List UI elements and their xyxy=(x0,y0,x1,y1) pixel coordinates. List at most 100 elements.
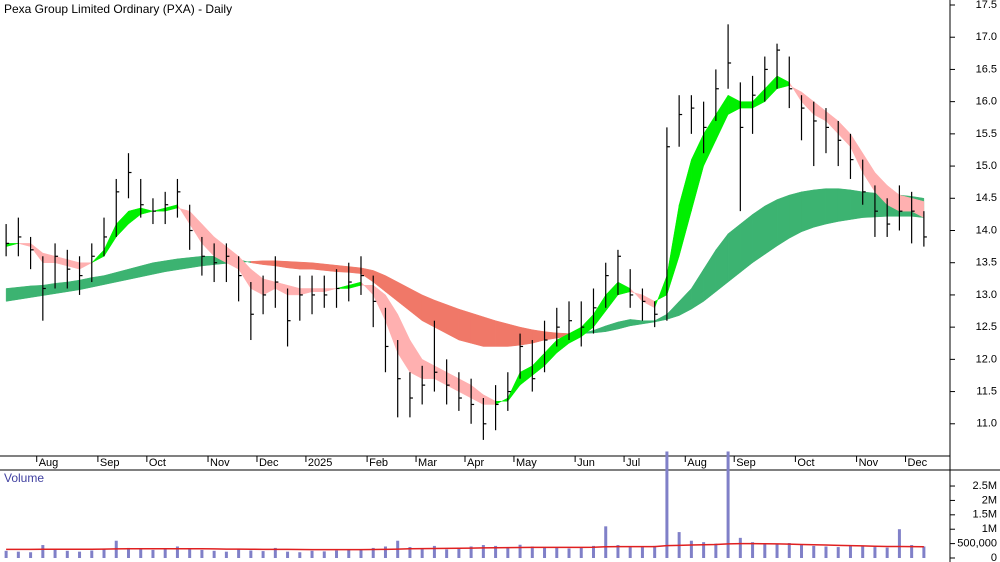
volume-bar xyxy=(763,543,767,558)
ribbon-segment xyxy=(18,285,31,300)
volume-bar xyxy=(347,549,351,558)
y-tick-label: 15.0 xyxy=(976,160,997,172)
volume-bar xyxy=(224,551,228,558)
volume-bar xyxy=(751,542,755,558)
chart-title: Pexa Group Limited Ordinary (PXA) - Dail… xyxy=(4,2,232,16)
volume-bar xyxy=(261,551,265,558)
ribbon-segment xyxy=(789,81,802,103)
y-tick-label: 0 xyxy=(991,552,997,562)
y-tick-label: 11.5 xyxy=(976,385,997,397)
volume-bar xyxy=(518,544,522,558)
volume-title: Volume xyxy=(4,471,44,485)
volume-bar xyxy=(237,549,241,558)
ribbon-segment xyxy=(654,275,668,308)
ribbon-segment xyxy=(397,281,411,312)
ribbon-segment xyxy=(703,248,717,302)
ribbon-segment xyxy=(372,284,386,321)
ribbon-segment xyxy=(813,101,827,122)
volume-bar xyxy=(4,550,8,558)
volume-average xyxy=(6,542,924,551)
ribbon-segment xyxy=(789,191,802,239)
volume-bar xyxy=(188,549,192,558)
ribbon-segment xyxy=(177,257,190,271)
volume-bar xyxy=(408,547,412,558)
ribbon-segment xyxy=(67,259,80,270)
volume-bar xyxy=(90,550,94,558)
ribbon-segment xyxy=(177,203,190,225)
ribbon-segment xyxy=(507,323,521,347)
y-tick-label: 16.0 xyxy=(976,96,997,108)
volume-bar xyxy=(873,547,877,558)
ribbon-segment xyxy=(360,281,374,296)
ribbon-segment xyxy=(825,110,839,135)
ribbon-segment xyxy=(116,210,129,238)
ribbon-segment xyxy=(764,75,778,103)
volume-bar xyxy=(126,547,130,558)
volume-bar xyxy=(102,549,106,558)
ribbon-segment xyxy=(458,308,472,344)
ribbon-segment xyxy=(128,207,141,225)
volume-bar xyxy=(885,547,889,558)
ribbon-segment xyxy=(642,320,655,325)
volume-bar xyxy=(359,549,363,558)
ribbon-segment xyxy=(324,263,337,273)
ribbon-segment xyxy=(67,279,80,292)
volume-bar xyxy=(665,451,669,558)
ribbon-segment xyxy=(801,91,814,116)
ribbon-segment xyxy=(740,101,753,109)
volume-bar xyxy=(457,547,461,558)
volume-bar xyxy=(53,549,57,558)
x-tick-label: Dec xyxy=(259,457,279,469)
volume-bar xyxy=(567,548,571,558)
x-tick-label: Jul xyxy=(626,457,640,469)
volume-bar xyxy=(175,546,179,558)
volume-bar xyxy=(604,526,608,558)
x-tick-label: Mar xyxy=(418,457,437,469)
ribbon-segment xyxy=(495,320,509,347)
ribbon-segment xyxy=(678,159,692,257)
ribbon-segment xyxy=(507,372,521,402)
ribbon-segment xyxy=(434,365,447,386)
ribbon-segment xyxy=(18,243,31,247)
y-tick-label: 17.0 xyxy=(976,31,997,43)
x-tick-label: Feb xyxy=(369,457,388,469)
ribbon-segment xyxy=(470,384,484,405)
volume-bar xyxy=(335,550,339,558)
ribbon-segment xyxy=(360,267,374,283)
volume-bar xyxy=(640,546,644,558)
volume-bar xyxy=(163,548,167,558)
ribbon-segment xyxy=(801,189,814,233)
ribbon-segment xyxy=(287,261,301,270)
ribbon-segment xyxy=(446,371,460,392)
ribbon-segment xyxy=(164,258,178,273)
volume-bar xyxy=(836,547,840,558)
volume-bar xyxy=(738,537,742,558)
ribbon-segment xyxy=(752,205,766,264)
volume-bar xyxy=(530,546,534,558)
ribbon-segment xyxy=(446,304,460,341)
ribbon-segment xyxy=(324,288,337,293)
ribbon-segment xyxy=(164,204,178,212)
ribbon-segment xyxy=(421,358,435,379)
ribbon-segment xyxy=(311,288,325,292)
volume-bar xyxy=(445,549,449,558)
y-tick-label: 13.0 xyxy=(976,289,997,301)
volume-bar xyxy=(371,547,375,558)
ribbon-segment xyxy=(348,281,362,289)
ribbon-segment xyxy=(544,331,558,341)
volume-bar xyxy=(616,545,620,558)
ribbon-segment xyxy=(409,339,423,380)
ribbon-segment xyxy=(776,194,790,247)
volume-bar xyxy=(775,544,779,558)
ribbon-segment xyxy=(666,300,680,320)
volume-bar xyxy=(151,549,155,558)
ribbon-segment xyxy=(79,277,93,291)
ribbon-segment xyxy=(617,281,631,296)
y-tick-label: 1.5M xyxy=(973,509,997,521)
volume-bar xyxy=(555,547,559,558)
ribbon-segment xyxy=(189,255,203,269)
volume-bar xyxy=(848,545,852,558)
ribbon-segment xyxy=(30,285,44,298)
volume-bar xyxy=(726,451,730,558)
